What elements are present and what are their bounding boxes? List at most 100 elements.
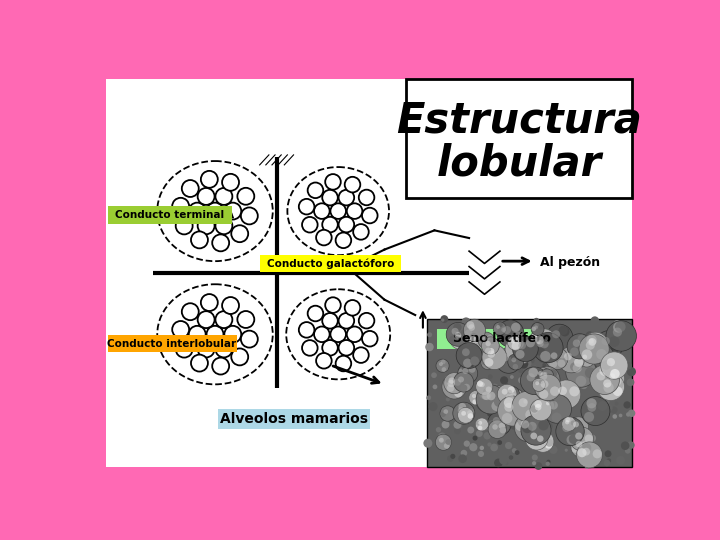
Circle shape <box>552 374 557 379</box>
Circle shape <box>546 324 573 351</box>
Circle shape <box>543 399 556 411</box>
Circle shape <box>579 356 585 362</box>
Circle shape <box>446 322 470 346</box>
Circle shape <box>508 350 515 358</box>
Circle shape <box>449 327 472 349</box>
Circle shape <box>447 384 454 392</box>
Circle shape <box>572 446 580 453</box>
Circle shape <box>441 444 444 447</box>
Circle shape <box>491 401 502 411</box>
Circle shape <box>462 364 469 372</box>
Circle shape <box>546 401 550 406</box>
Circle shape <box>522 423 533 433</box>
Circle shape <box>238 188 254 205</box>
Circle shape <box>526 409 537 420</box>
Circle shape <box>550 349 554 352</box>
Circle shape <box>467 410 472 416</box>
Circle shape <box>577 448 587 457</box>
Circle shape <box>544 336 553 345</box>
Circle shape <box>467 413 473 419</box>
Circle shape <box>505 442 512 449</box>
Circle shape <box>534 380 539 384</box>
Circle shape <box>528 399 534 406</box>
Circle shape <box>433 384 437 389</box>
Circle shape <box>528 329 558 359</box>
Circle shape <box>539 354 547 363</box>
Circle shape <box>523 431 534 441</box>
FancyBboxPatch shape <box>217 409 370 429</box>
Circle shape <box>532 430 554 453</box>
Circle shape <box>447 455 454 462</box>
Circle shape <box>521 367 548 395</box>
Circle shape <box>605 404 613 411</box>
Circle shape <box>516 420 524 429</box>
Circle shape <box>490 443 498 451</box>
Circle shape <box>572 358 583 369</box>
Circle shape <box>608 347 618 357</box>
Circle shape <box>625 448 631 454</box>
Circle shape <box>614 370 621 377</box>
Circle shape <box>564 449 568 452</box>
Circle shape <box>508 336 522 350</box>
Circle shape <box>587 352 593 358</box>
Circle shape <box>605 450 611 457</box>
Circle shape <box>176 218 193 234</box>
Circle shape <box>541 422 548 429</box>
Circle shape <box>532 332 543 342</box>
Circle shape <box>534 462 542 470</box>
Circle shape <box>458 363 477 383</box>
Circle shape <box>518 398 528 407</box>
Circle shape <box>486 347 495 355</box>
Circle shape <box>215 311 233 328</box>
Circle shape <box>516 343 523 350</box>
Circle shape <box>543 392 552 401</box>
Circle shape <box>605 369 625 389</box>
Circle shape <box>531 407 539 414</box>
Circle shape <box>585 435 593 443</box>
Circle shape <box>511 339 515 343</box>
Circle shape <box>476 399 481 403</box>
Circle shape <box>457 382 466 391</box>
Circle shape <box>497 399 505 407</box>
Circle shape <box>607 336 615 344</box>
Circle shape <box>531 335 554 358</box>
Circle shape <box>558 387 567 395</box>
Circle shape <box>480 385 509 414</box>
Circle shape <box>510 375 514 379</box>
Circle shape <box>608 370 616 377</box>
Circle shape <box>546 439 553 447</box>
Circle shape <box>481 390 488 397</box>
Circle shape <box>571 421 576 426</box>
Circle shape <box>459 368 466 375</box>
Circle shape <box>518 404 527 414</box>
Circle shape <box>508 340 513 346</box>
Circle shape <box>482 337 499 355</box>
Circle shape <box>562 423 571 432</box>
Circle shape <box>592 373 595 376</box>
Circle shape <box>450 454 455 459</box>
Circle shape <box>595 343 601 349</box>
Circle shape <box>578 359 587 367</box>
Circle shape <box>510 399 517 407</box>
Circle shape <box>222 174 239 191</box>
Circle shape <box>532 461 536 465</box>
Circle shape <box>347 203 362 219</box>
Circle shape <box>613 361 616 364</box>
Circle shape <box>438 435 444 441</box>
Circle shape <box>537 431 545 439</box>
Circle shape <box>602 366 612 376</box>
Circle shape <box>480 382 485 387</box>
Circle shape <box>566 356 596 387</box>
Circle shape <box>444 373 465 394</box>
Circle shape <box>302 217 318 233</box>
Circle shape <box>528 422 536 431</box>
Circle shape <box>557 360 565 367</box>
Circle shape <box>336 233 351 248</box>
Circle shape <box>549 446 557 454</box>
Circle shape <box>549 360 557 368</box>
Circle shape <box>539 372 547 380</box>
Circle shape <box>492 403 498 409</box>
Circle shape <box>570 426 577 433</box>
Circle shape <box>613 380 624 389</box>
Circle shape <box>513 336 539 362</box>
